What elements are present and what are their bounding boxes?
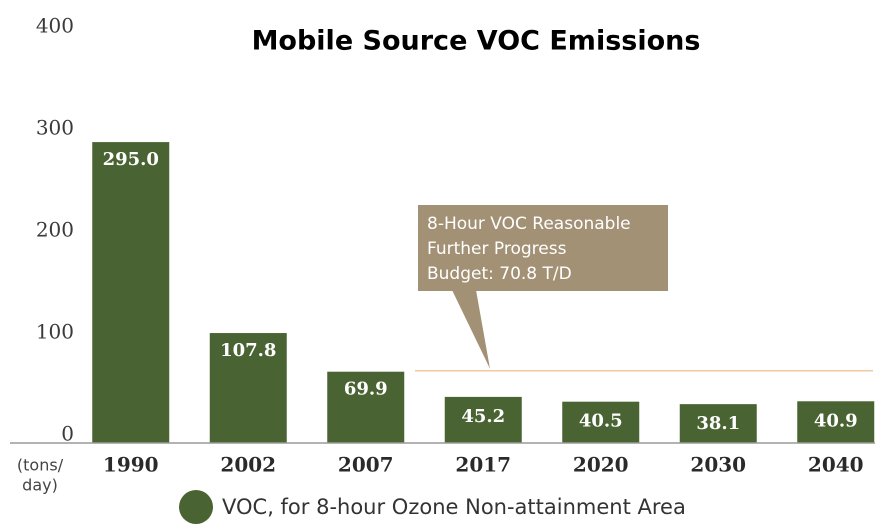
value-label: 69.9 [344,379,388,400]
annotation-text: 8-Hour VOC Reasonable [427,214,631,234]
bar [327,371,405,443]
bar [92,142,170,443]
y-tick-label: 0 [61,422,74,446]
x-tick-label: 2007 [338,453,394,477]
value-label: 40.9 [814,410,858,431]
value-label: 38.1 [696,413,740,434]
x-tick-label: 2040 [808,453,864,477]
y-tick-label: 400 [36,14,74,38]
x-tick-label: 2002 [220,453,276,477]
legend-marker [179,490,213,524]
bar [562,401,640,443]
annotation-pointer [452,290,490,369]
value-label: 107.8 [220,340,276,361]
x-tick-label: 1990 [103,453,159,477]
annotation-box [418,205,668,291]
y-axis-label: (tons/ [17,456,64,475]
value-label: 295.0 [103,149,159,170]
bar [444,396,522,443]
x-tick-label: 2020 [573,453,629,477]
bar [797,401,875,443]
y-tick-label: 300 [36,116,74,140]
value-label: 40.5 [579,411,623,432]
y-axis-label: day) [22,476,58,495]
annotation-text: Further Progress [427,239,567,259]
bar [209,333,287,443]
legend-label: VOC, for 8-hour Ozone Non-attainment Are… [222,495,686,519]
x-tick-label: 2017 [455,453,511,477]
y-tick-label: 200 [36,218,74,242]
y-tick-label: 100 [36,320,74,344]
chart-title: Mobile Source VOC Emissions [252,26,701,57]
x-tick-label: 2030 [690,453,746,477]
value-label: 45.2 [461,406,505,427]
bar [679,404,757,443]
annotation-text: Budget: 70.8 T/D [427,264,572,284]
